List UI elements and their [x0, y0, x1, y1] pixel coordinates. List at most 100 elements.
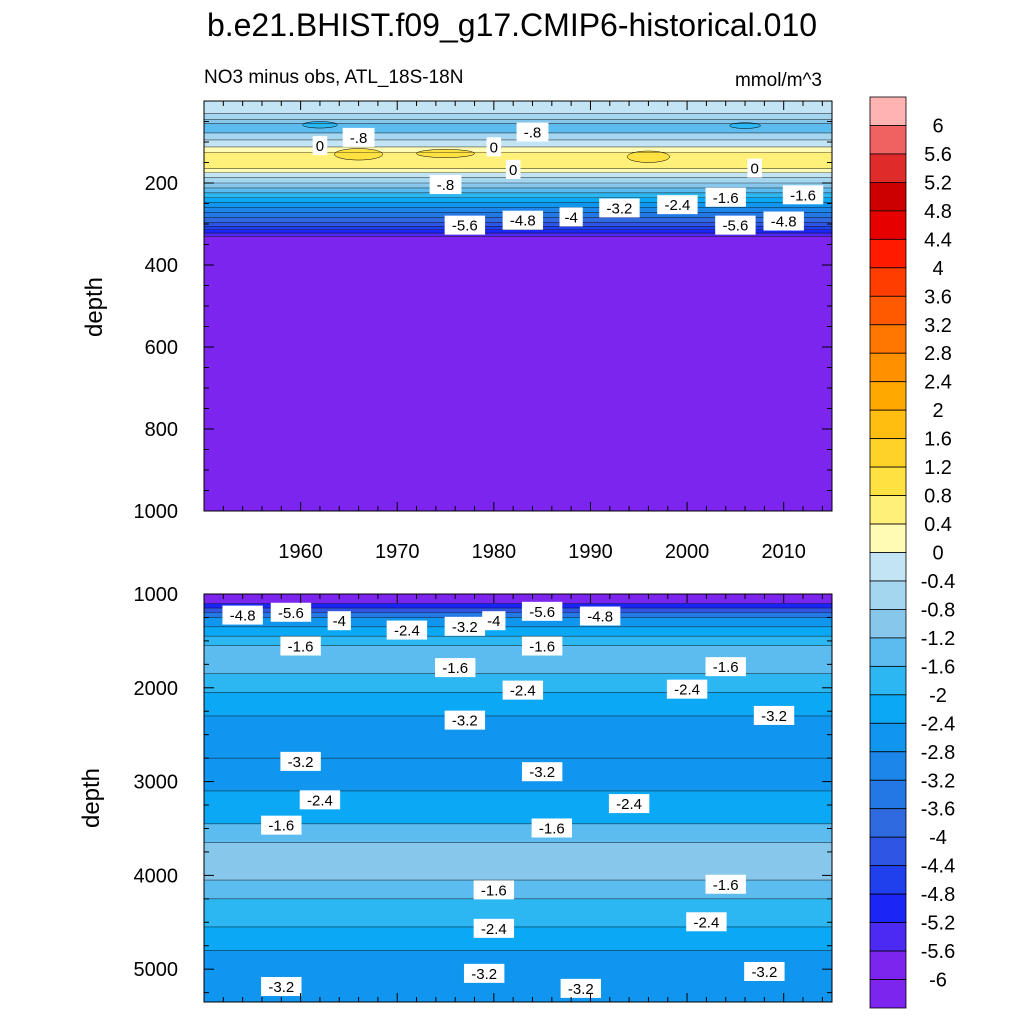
colorbar-swatch	[869, 182, 907, 212]
contour-label: -4.8	[510, 213, 536, 230]
contour-label: -2.4	[664, 197, 690, 214]
colorbar-swatch	[869, 751, 907, 781]
x-tick-label: 1970	[375, 541, 420, 563]
contour-label: -5.6	[278, 605, 304, 622]
colorbar-swatch	[869, 210, 907, 240]
colorbar-label: -1.6	[921, 656, 955, 678]
contour-label-box	[502, 680, 544, 700]
contour-band	[204, 617, 832, 627]
colorbar-label: -3.2	[921, 770, 955, 792]
colorbar-swatch	[869, 295, 907, 326]
contour-band	[204, 603, 832, 609]
colorbar-label: 4.4	[924, 229, 952, 251]
contour-band	[204, 146, 832, 153]
colorbar-label: 0.4	[924, 514, 952, 536]
contour-label-box	[521, 762, 563, 782]
contour-label: -2.4	[616, 796, 642, 813]
panel-subtitle-left: NO3 minus obs, ATL_18S-18N	[204, 67, 463, 88]
contour-label: -3.2	[529, 764, 555, 781]
contour-label: -1.6	[713, 190, 739, 207]
colorbar-label: 4.8	[924, 201, 952, 223]
colorbar-swatch	[869, 865, 907, 895]
contour-label: 0	[751, 161, 759, 178]
contour-label: -4.8	[230, 608, 256, 625]
contour-label: 0	[316, 138, 324, 155]
contour-label: -.8	[350, 130, 368, 147]
contour-label-box	[482, 611, 506, 631]
colorbar-label: 0.8	[924, 486, 952, 508]
colorbar-swatch	[869, 580, 907, 610]
contour-label-box	[280, 636, 321, 656]
contour-band	[204, 177, 832, 183]
contour-label-box	[444, 710, 486, 730]
colorbar-swatch	[869, 438, 907, 468]
contour-label-box	[486, 137, 502, 157]
colorbar-swatch	[869, 352, 907, 383]
contour-label: -.8	[437, 177, 455, 194]
colorbar-swatch	[869, 836, 907, 867]
contour-label: -5.6	[722, 218, 748, 235]
contour-fill-bottom	[204, 594, 832, 1002]
y-tick-label: 4000	[134, 865, 179, 887]
colorbar-swatch	[869, 96, 907, 126]
y-axis-label-bottom: depth	[78, 768, 105, 828]
colorbar-swatch	[869, 409, 907, 440]
x-tick-label: 2000	[665, 541, 710, 563]
contour-band	[204, 950, 832, 1002]
contour-label-box	[505, 159, 521, 179]
contour-label-box	[747, 158, 763, 178]
colorbar-swatch	[869, 267, 907, 297]
x-tick-label: 1980	[472, 541, 517, 563]
contour-label-box	[473, 880, 515, 900]
contour-label: -1.6	[481, 882, 507, 899]
contour-label: -1.6	[539, 820, 565, 837]
contour-blob	[302, 121, 338, 129]
contour-label: -1.6	[713, 877, 739, 894]
contour-label-box	[261, 976, 302, 996]
contour-label-box	[516, 122, 549, 142]
contour-label: -2.4	[693, 914, 719, 931]
contour-label-box	[744, 961, 785, 981]
contour-band	[204, 233, 832, 237]
contour-label-box	[705, 874, 746, 894]
axis-ticks-bottom: 1000 2000 3000 4000 5000	[134, 584, 832, 1002]
colorbar-swatch	[869, 665, 907, 696]
colorbar-label: -4.4	[921, 856, 955, 878]
contour-label-box	[435, 658, 476, 678]
contour-band	[204, 823, 832, 843]
contour-label-box	[559, 207, 583, 227]
contour-label-box	[715, 215, 756, 235]
colorbar-label: 2.8	[924, 343, 952, 365]
contour-blob	[626, 150, 670, 163]
colorbar-swatch	[869, 238, 907, 269]
contour-band	[204, 229, 832, 234]
contour-label: -1.6	[529, 639, 555, 656]
contour-label: -5.6	[452, 218, 478, 235]
colorbar-label: 1.6	[924, 429, 952, 451]
colorbar-swatch	[869, 808, 907, 838]
contour-band	[204, 187, 832, 193]
colorbar-swatch	[869, 552, 907, 582]
contour-band	[204, 608, 832, 613]
y-tick-label: 600	[145, 337, 178, 359]
y-tick-label: 3000	[134, 772, 179, 794]
contour-band	[204, 119, 832, 124]
contour-label: -2.4	[307, 792, 333, 809]
contour-blob	[416, 149, 475, 158]
contour-label-box	[473, 918, 515, 938]
contour-label-box	[444, 215, 486, 235]
contour-fill-top	[204, 101, 832, 512]
colorbar-swatch	[869, 523, 907, 553]
contour-band	[204, 139, 832, 147]
colorbar-label: 3.2	[924, 315, 952, 337]
axis-ticks-top: 1960 1970 1980 1990 2000 2010 200 400 600 800 1000	[134, 100, 832, 563]
colorbar-swatch	[869, 609, 907, 639]
contour-band	[204, 880, 832, 899]
contour-label: -2.4	[510, 683, 536, 700]
panel-subtitle-units: mmol/m^3	[735, 70, 822, 91]
y-tick-label: 200	[145, 173, 178, 195]
contour-label-box	[521, 601, 563, 621]
contour-label-box	[753, 705, 795, 725]
contour-label-box	[521, 636, 563, 656]
colorbar-swatch	[869, 125, 907, 155]
